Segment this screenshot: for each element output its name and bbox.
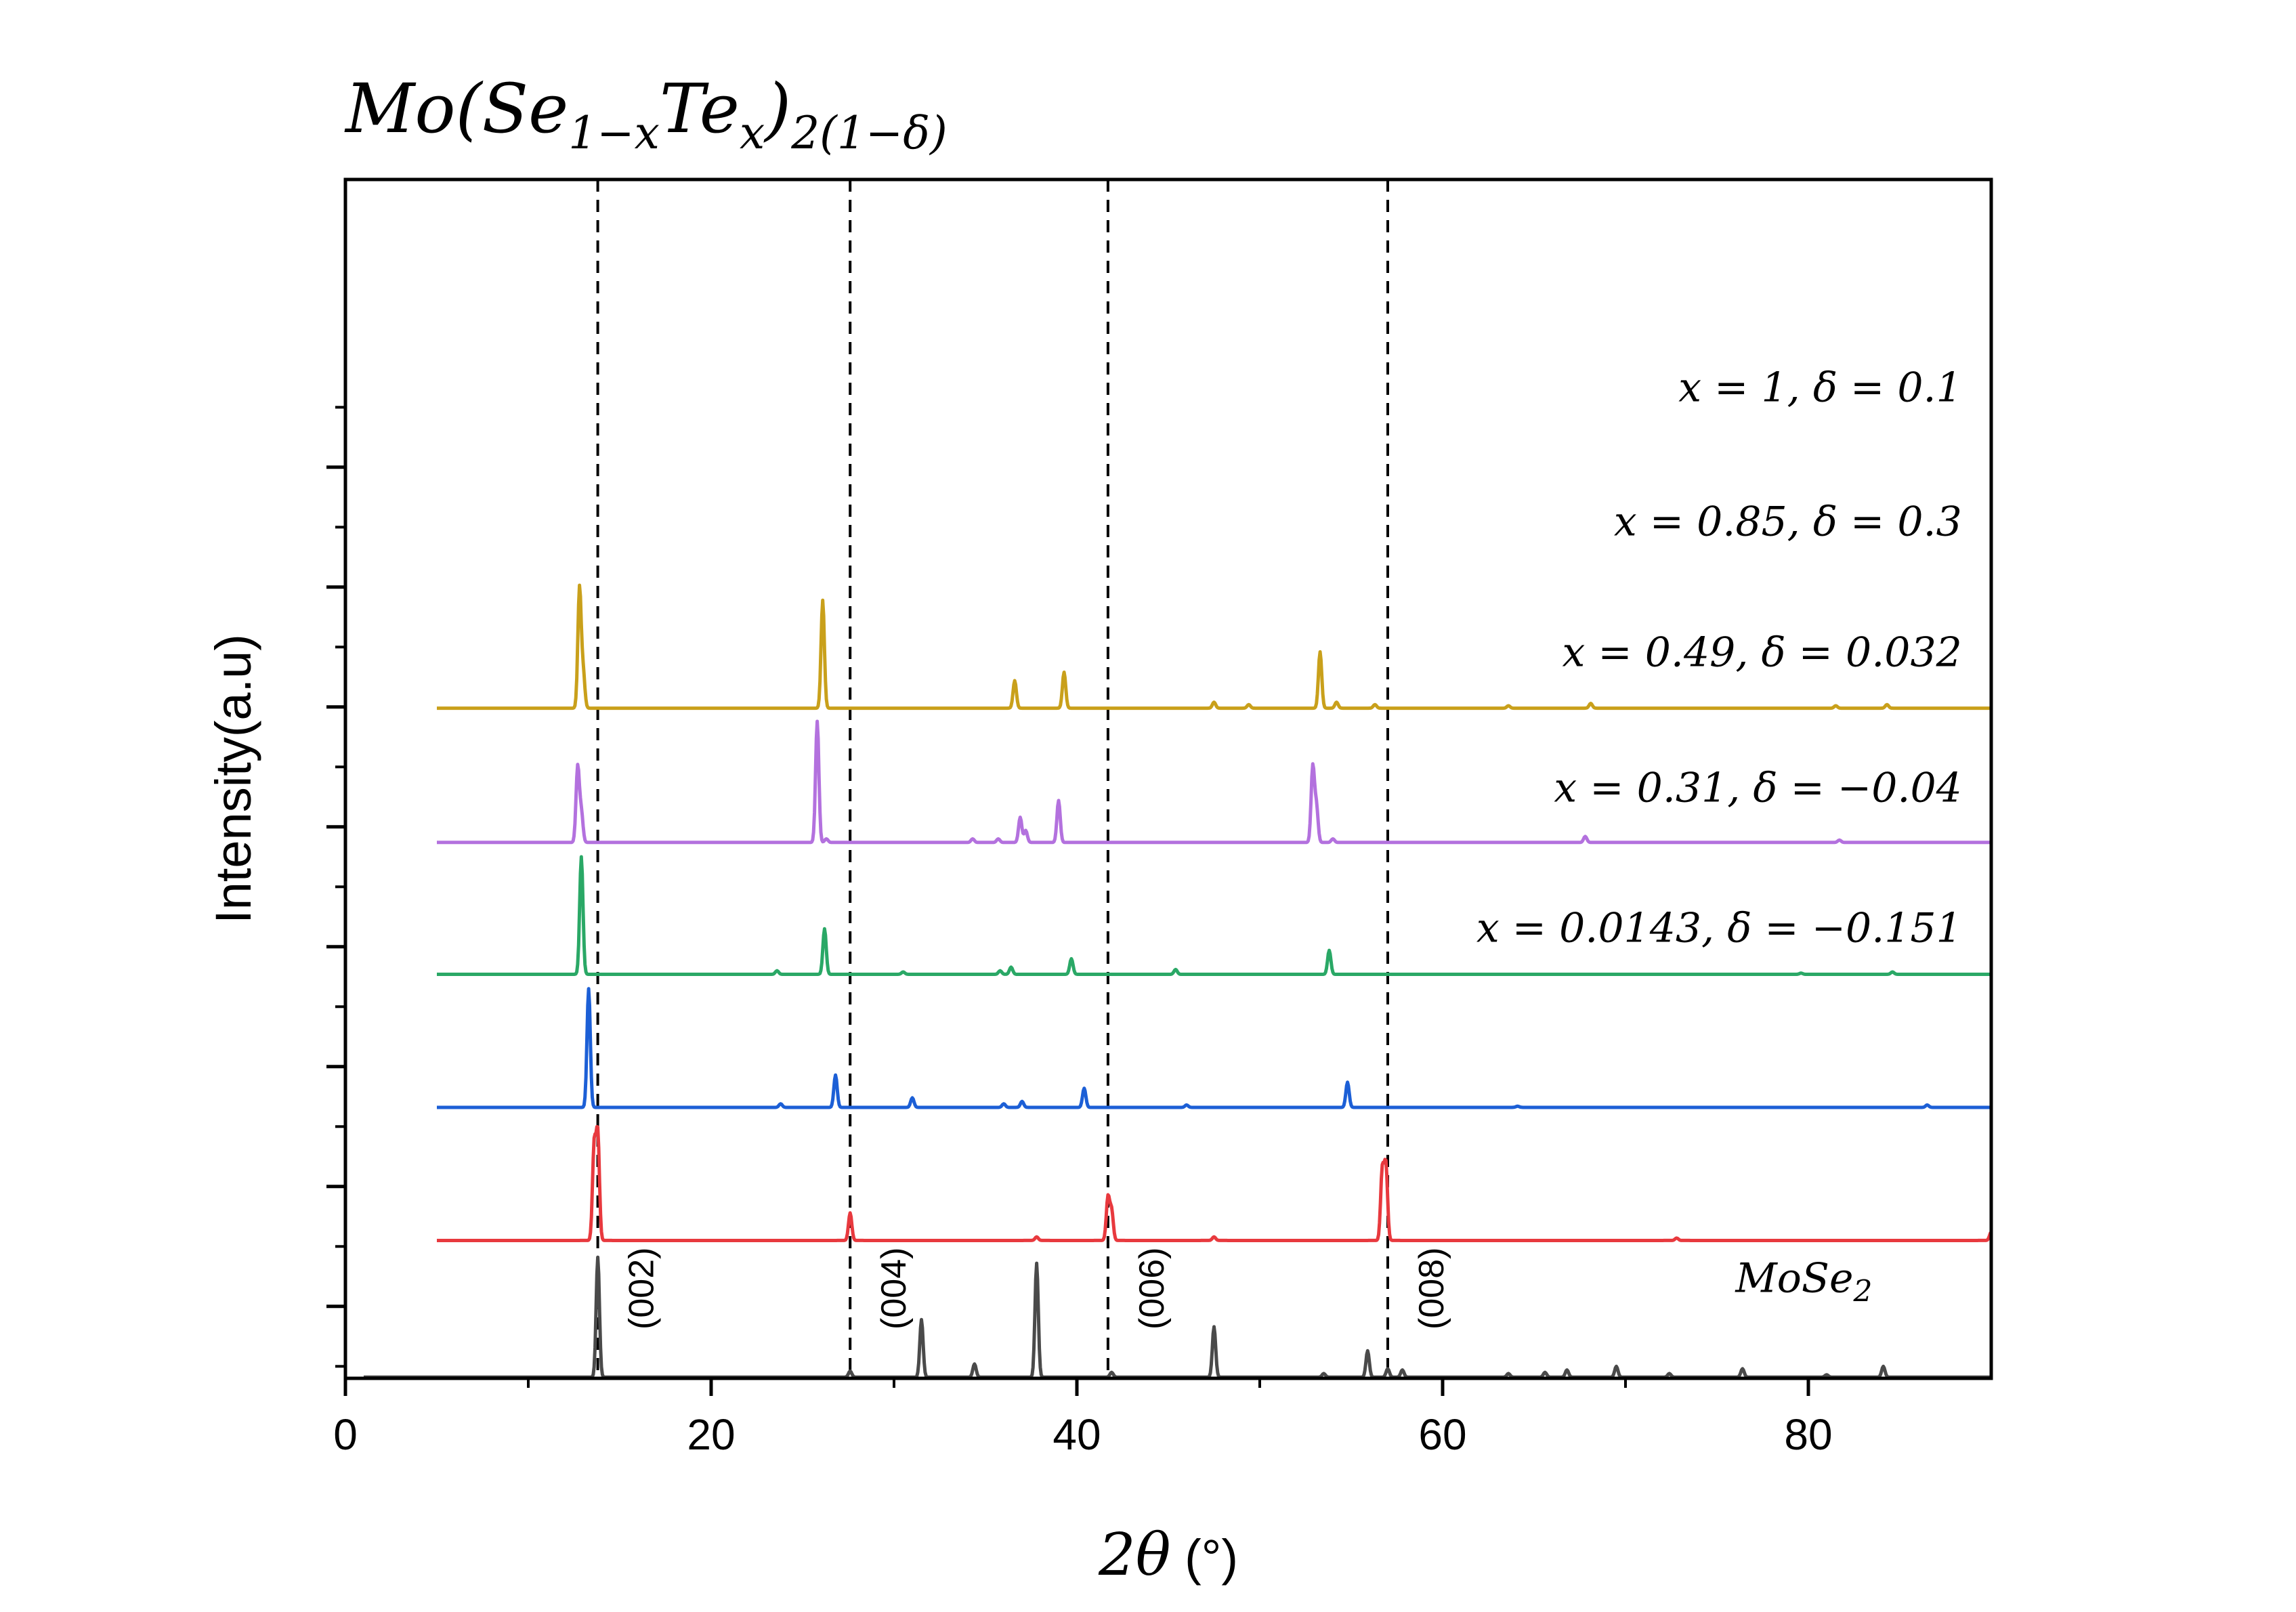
- series-label-1: x = 0.85, δ = 0.3: [1614, 499, 1962, 546]
- axis-ticks: 0 20 40 60 80: [326, 406, 1833, 1459]
- reference-dashed-lines: [596, 179, 1389, 1378]
- series-line-1: [435, 719, 1993, 845]
- x-tick-label-0: 0: [333, 1410, 358, 1459]
- peak-label-1: (004): [874, 1248, 914, 1330]
- series-line-4: [435, 1125, 1993, 1242]
- y-axis-title: Intensity(a.u): [205, 634, 261, 924]
- x-tick-label-2: 40: [1053, 1410, 1101, 1459]
- series-label-2: x = 0.49, δ = 0.032: [1562, 629, 1961, 677]
- series-line-0: [435, 583, 1993, 710]
- series-label-5: MoSe2: [1735, 1255, 1872, 1309]
- series-labels: x = 1, δ = 0.1 x = 0.85, δ = 0.3 x = 0.49,…: [1476, 364, 1962, 1309]
- series-line-2: [435, 855, 1993, 976]
- series-label-4: x = 0.0143, δ = −0.151: [1476, 905, 1962, 952]
- series-label-3: x = 0.31, δ = −0.04: [1554, 765, 1961, 812]
- x-tick-label-4: 80: [1784, 1410, 1832, 1459]
- series-label-0: x = 1, δ = 0.1: [1678, 364, 1962, 411]
- plot-frame: [343, 177, 1993, 1380]
- series-line-3: [435, 987, 1993, 1109]
- peak-label-3: (008): [1412, 1248, 1451, 1330]
- chart-title: Mo(Se1−xTex)2(1−δ): [344, 69, 948, 159]
- x-axis-title: 2θ (°): [1098, 1521, 1238, 1589]
- peak-label-2: (006): [1132, 1248, 1172, 1330]
- peak-index-labels: (002) (004) (006) (008): [622, 1248, 1451, 1330]
- peak-label-0: (002): [622, 1248, 662, 1330]
- x-tick-label-3: 60: [1418, 1410, 1466, 1459]
- x-tick-label-1: 20: [687, 1410, 735, 1459]
